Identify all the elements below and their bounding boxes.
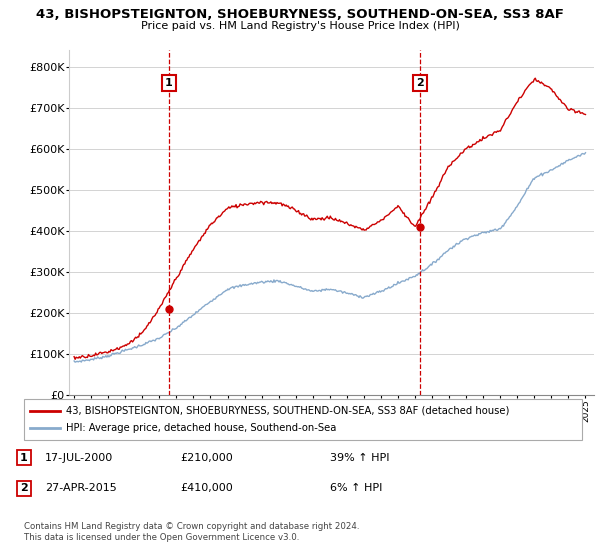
Text: 1: 1 <box>164 78 172 88</box>
Text: This data is licensed under the Open Government Licence v3.0.: This data is licensed under the Open Gov… <box>24 533 299 542</box>
Text: 43, BISHOPSTEIGNTON, SHOEBURYNESS, SOUTHEND-ON-SEA, SS3 8AF (detached house): 43, BISHOPSTEIGNTON, SHOEBURYNESS, SOUTH… <box>66 405 509 416</box>
Text: Contains HM Land Registry data © Crown copyright and database right 2024.: Contains HM Land Registry data © Crown c… <box>24 522 359 531</box>
Text: 17-JUL-2000: 17-JUL-2000 <box>45 452 113 463</box>
Text: Price paid vs. HM Land Registry's House Price Index (HPI): Price paid vs. HM Land Registry's House … <box>140 21 460 31</box>
Text: 39% ↑ HPI: 39% ↑ HPI <box>330 452 389 463</box>
Text: £410,000: £410,000 <box>180 483 233 493</box>
Text: 43, BISHOPSTEIGNTON, SHOEBURYNESS, SOUTHEND-ON-SEA, SS3 8AF: 43, BISHOPSTEIGNTON, SHOEBURYNESS, SOUTH… <box>36 8 564 21</box>
Text: 2: 2 <box>416 78 424 88</box>
Text: 1: 1 <box>20 452 28 463</box>
Text: £210,000: £210,000 <box>180 452 233 463</box>
Text: 6% ↑ HPI: 6% ↑ HPI <box>330 483 382 493</box>
Text: HPI: Average price, detached house, Southend-on-Sea: HPI: Average price, detached house, Sout… <box>66 423 336 433</box>
Text: 27-APR-2015: 27-APR-2015 <box>45 483 117 493</box>
Text: 2: 2 <box>20 483 28 493</box>
FancyBboxPatch shape <box>24 399 582 440</box>
